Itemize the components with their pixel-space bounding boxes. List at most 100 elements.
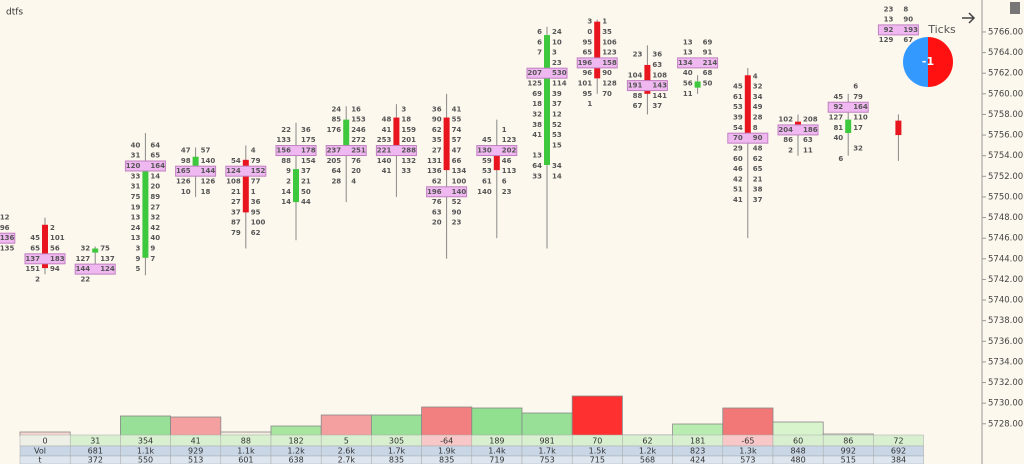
y-tick-label: 5742.00 [988, 275, 1023, 285]
ask-volume: 114 [552, 80, 567, 88]
ask-volume: 23 [552, 59, 562, 67]
candle-body [744, 75, 751, 136]
bid-volume: 6 [537, 38, 542, 46]
bid-volume: 13 [683, 38, 693, 46]
ask-volume: 135 [0, 244, 15, 252]
bid-volume: 96 [582, 69, 592, 77]
delta-value: 41 [191, 437, 201, 446]
bid-volume: 125 [527, 80, 542, 88]
ask-volume: 79 [853, 93, 863, 101]
ask-volume: 4 [753, 72, 758, 80]
bid-volume: 69 [532, 90, 542, 98]
ask-volume: 15 [552, 141, 562, 149]
bid-volume: 23 [884, 5, 894, 13]
vol-value: 681 [88, 447, 103, 456]
candle-body [42, 224, 48, 269]
bid-volume: 86 [783, 136, 793, 144]
t-value: 638 [288, 456, 303, 464]
ask-volume: 20 [150, 183, 160, 191]
t-value: 715 [590, 456, 605, 464]
bid-volume: 40 [131, 141, 141, 149]
ask-volume: 33 [401, 167, 411, 175]
ask-volume: 9 [150, 244, 155, 252]
ask-volume: 16 [351, 105, 361, 113]
bid-volume: 41 [382, 167, 392, 175]
bid-volume: 63 [432, 208, 442, 216]
poc-box [74, 263, 116, 275]
poc-box [24, 253, 66, 265]
delta-value: 60 [793, 437, 803, 446]
ask-volume: 159 [401, 126, 416, 134]
ask-volume: 4 [351, 177, 356, 185]
arrow-icon[interactable] [962, 12, 976, 24]
lower-bar [170, 416, 222, 437]
bid-volume: 87 [231, 219, 241, 227]
bid-volume: 2 [286, 177, 291, 185]
bid-volume: 64 [532, 162, 542, 170]
ask-volume: 7 [150, 255, 155, 263]
delta-value: 70 [592, 437, 602, 446]
bid-volume: 79 [231, 229, 241, 237]
bid-volume: 9 [286, 167, 291, 175]
bid-volume: 102 [778, 116, 793, 124]
ask-volume: 27 [150, 203, 160, 211]
ask-volume: 153 [351, 116, 366, 124]
bid-volume: 191 [628, 82, 643, 90]
ask-volume: 101 [50, 234, 65, 242]
poc-box [877, 24, 919, 36]
bid-volume: 196 [427, 188, 442, 196]
t-value: 568 [640, 456, 655, 464]
ask-volume: 50 [703, 80, 713, 88]
ask-volume: 21 [301, 177, 311, 185]
bid-volume: 104 [628, 71, 643, 79]
t-value: 2.7k [338, 456, 356, 464]
bid-volume: 108 [226, 177, 241, 185]
poc-box [175, 165, 217, 177]
ask-volume: 10 [552, 38, 562, 46]
bid-volume: 54 [231, 157, 241, 165]
y-tick-label: 5746.00 [988, 234, 1023, 244]
gauge-title: Ticks [927, 23, 956, 36]
bid-volume: 134 [678, 59, 693, 67]
vol-value: 823 [690, 447, 705, 456]
lower-bar [270, 425, 322, 437]
ask-volume: 34 [753, 93, 763, 101]
bid-volume: 62 [432, 177, 442, 185]
bid-volume: 40 [683, 69, 693, 77]
lower-bar [772, 421, 824, 437]
ask-volume: 164 [150, 162, 165, 170]
ask-volume: 37 [301, 167, 311, 175]
poc-box [375, 145, 417, 157]
bid-volume: 75 [131, 193, 141, 201]
y-tick-label: 5766.00 [988, 27, 1023, 37]
ask-volume: 24 [552, 28, 562, 36]
ask-volume: 2 [50, 224, 55, 232]
menu-icon[interactable] [1010, 2, 1020, 14]
lower-bar [120, 415, 172, 437]
ask-volume: 56 [50, 244, 60, 252]
poc-box [626, 80, 668, 92]
vol-value: 1.7k [538, 447, 556, 456]
bid-volume: 27 [432, 147, 442, 155]
bid-volume: 205 [327, 157, 342, 165]
candle-body [895, 120, 902, 136]
ask-volume: 62 [753, 155, 763, 163]
t-value: 719 [489, 456, 504, 464]
ask-volume: 41 [452, 105, 462, 113]
bid-volume: 7 [537, 49, 542, 57]
ask-volume: 12 [0, 214, 10, 222]
ask-volume: 53 [552, 131, 562, 139]
bid-volume: 53 [482, 167, 492, 175]
y-tick-label: 5756.00 [988, 131, 1023, 141]
bid-volume: 48 [382, 116, 392, 124]
ask-volume: 110 [853, 114, 868, 122]
ask-volume: 208 [803, 116, 818, 124]
t-cell [873, 455, 924, 464]
lower-bar [471, 407, 523, 437]
bid-volume: 60 [733, 155, 743, 163]
bid-volume: 1 [587, 100, 592, 108]
bid-volume: 70 [733, 134, 743, 142]
ask-volume: 18 [201, 188, 211, 196]
bid-volume: 3 [587, 18, 592, 26]
ask-volume: 106 [602, 38, 617, 46]
